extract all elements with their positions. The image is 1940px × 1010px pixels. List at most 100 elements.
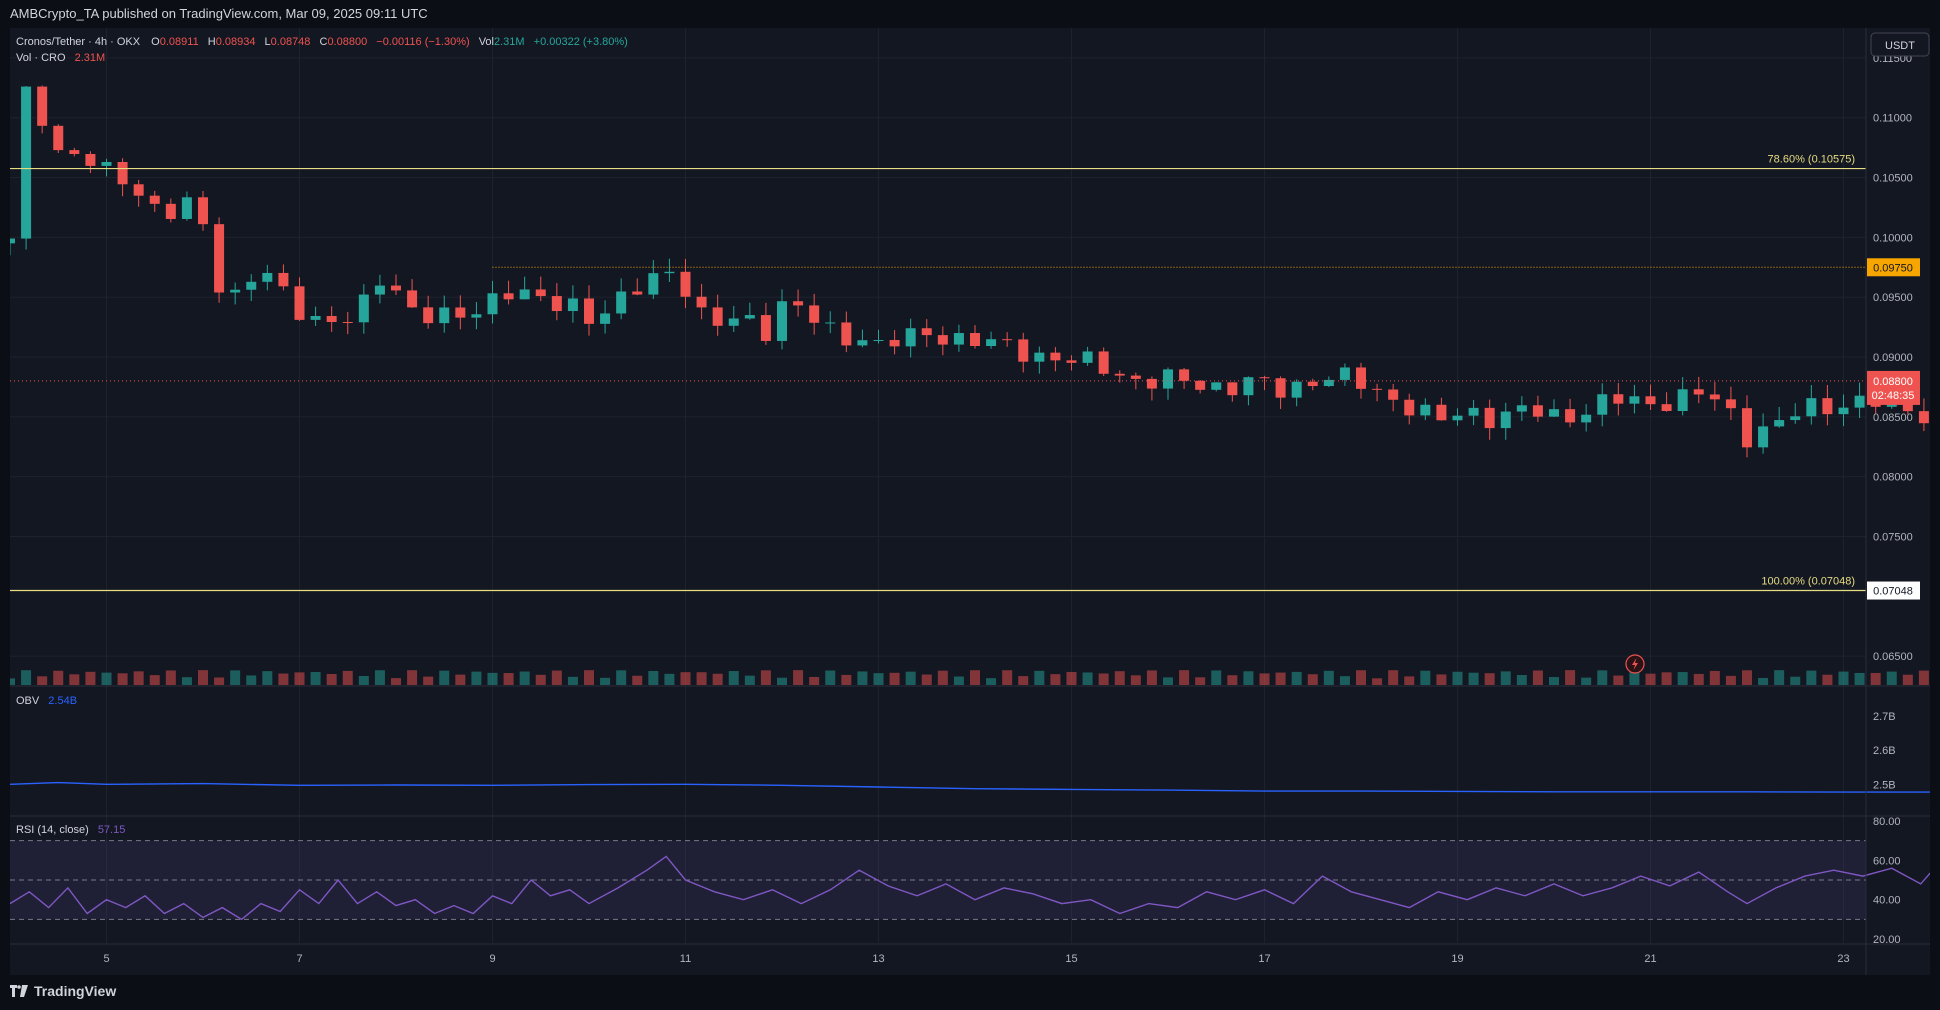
- volume-bar: [1758, 677, 1769, 685]
- candle-body: [1050, 352, 1061, 361]
- candle-body: [1082, 351, 1093, 363]
- volume-bar: [198, 670, 208, 685]
- volume-bar: [1130, 675, 1141, 685]
- volume-bar: [1195, 677, 1206, 685]
- candle-body: [760, 315, 771, 341]
- candle-body: [567, 298, 578, 312]
- candle-body: [407, 290, 418, 308]
- fib-100-tag-label: 0.07048: [1873, 586, 1913, 598]
- price-tick-label: 0.09500: [1873, 292, 1913, 304]
- volume-bar: [1742, 670, 1752, 685]
- volume-bar: [1693, 673, 1704, 685]
- volume-bar: [278, 673, 289, 685]
- low-value: 0.08748: [271, 36, 311, 48]
- volume-bar: [1484, 673, 1495, 685]
- volume-bar: [1211, 670, 1222, 685]
- volume-bar: [471, 671, 482, 685]
- volume-bar: [921, 674, 932, 685]
- volume-bar: [953, 676, 964, 685]
- candle-body: [1822, 398, 1833, 415]
- axes: 0.11500 0.11000 0.10500 0.10000 0.09500 0.090…: [103, 53, 1912, 965]
- volume-bar: [1339, 676, 1350, 685]
- open-value: 0.08911: [160, 36, 199, 48]
- candle-body: [584, 298, 594, 324]
- candle-body: [1613, 394, 1624, 404]
- volume-bar: [1452, 671, 1463, 685]
- high-value: 0.08934: [216, 36, 256, 48]
- candle-body: [1758, 426, 1769, 448]
- volume-bar: [262, 671, 273, 685]
- candle-body: [294, 286, 305, 320]
- candle-body: [133, 184, 144, 196]
- candle-body: [37, 86, 48, 126]
- candle-body: [921, 328, 932, 336]
- volume-bar: [809, 676, 820, 685]
- rsi-legend: RSI (14, close) 57.15: [16, 824, 125, 836]
- current-price-countdown: 02:48:35: [1872, 390, 1915, 402]
- volume-bar: [1613, 675, 1624, 685]
- candle-body: [519, 289, 530, 300]
- candle-body: [1163, 369, 1173, 389]
- volume-bar: [5, 678, 15, 685]
- candle-body: [117, 162, 128, 185]
- price-tick-label: 0.10000: [1873, 232, 1913, 244]
- rsi-tick-label: 40.00: [1873, 895, 1901, 907]
- candle-body: [970, 333, 980, 347]
- candle-body: [873, 340, 884, 342]
- volume-bar: [1677, 672, 1688, 685]
- chart-frame[interactable]: 78.60% (0.10575) 100.00% (0.07048) 0.07048…: [5, 28, 1940, 975]
- time-tick-label: 9: [489, 953, 495, 965]
- volume-bar: [1436, 674, 1447, 685]
- candle-body: [101, 162, 112, 166]
- currency-button[interactable]: USDT: [1870, 32, 1930, 57]
- candle-body: [1436, 404, 1447, 421]
- time-tick-label: 17: [1258, 953, 1270, 965]
- volume-bar: [21, 670, 32, 685]
- candle-body: [455, 307, 466, 318]
- rsi-name: RSI (14, close): [16, 824, 89, 836]
- candle-body: [1034, 352, 1045, 362]
- candle-body: [648, 273, 659, 295]
- volume-series-name: Vol · CRO: [16, 52, 66, 64]
- time-tick-label: 5: [103, 953, 109, 965]
- volume-bar: [1870, 672, 1881, 685]
- candle-body: [889, 340, 900, 347]
- volume-bar: [1082, 672, 1093, 685]
- volume-bar: [584, 670, 594, 685]
- chart-canvas[interactable]: 78.60% (0.10575) 100.00% (0.07048) 0.07048…: [5, 28, 1940, 975]
- volume-bar: [841, 674, 852, 685]
- footer-brand: TradingView: [10, 983, 116, 999]
- candle-body: [1629, 396, 1640, 404]
- candle-body: [1565, 409, 1576, 423]
- volume-bar: [85, 671, 96, 685]
- volume-bar: [1050, 674, 1061, 685]
- candle-body: [1323, 379, 1334, 387]
- currency-button-frame: [1870, 32, 1930, 57]
- candle-body: [423, 307, 434, 324]
- obv-name: OBV: [16, 695, 40, 707]
- candle-body: [1468, 407, 1479, 416]
- candle-body: [198, 197, 208, 225]
- candle-body: [1918, 411, 1929, 424]
- volume-bar: [1146, 670, 1157, 685]
- low-label: L: [265, 36, 271, 48]
- current-price-value: 0.08800: [1873, 376, 1913, 388]
- candle-body: [632, 291, 643, 295]
- rsi-tick-label: 80.00: [1873, 816, 1901, 828]
- candle-body: [1693, 389, 1704, 395]
- volume-bar: [1806, 670, 1817, 685]
- price-levels: 78.60% (0.10575) 100.00% (0.07048) 0.07048…: [10, 154, 1920, 600]
- candle-body: [1130, 375, 1141, 379]
- volume-bar: [1468, 672, 1479, 685]
- candle-body: [391, 285, 401, 291]
- volume-bar: [1774, 670, 1785, 685]
- volume-bar: [503, 673, 514, 685]
- candle-body: [1516, 405, 1527, 412]
- volume-bar: [439, 670, 450, 685]
- vol-change-value: +0.00322 (+3.80%): [534, 36, 628, 48]
- indicator-panes: [9, 781, 1940, 921]
- volume-bar: [1581, 677, 1592, 685]
- lightning-icon[interactable]: [1625, 654, 1645, 674]
- volume-bar: [1661, 672, 1672, 685]
- volume-bar: [1307, 674, 1318, 685]
